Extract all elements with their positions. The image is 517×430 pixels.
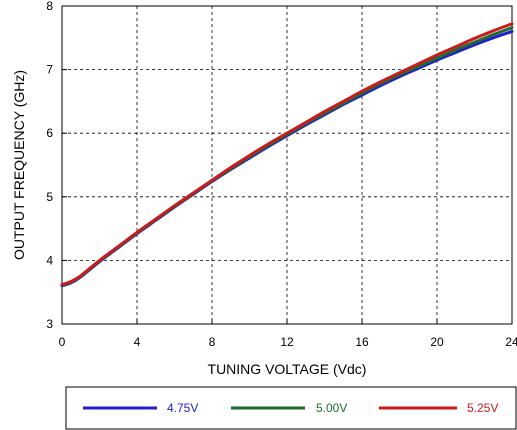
x-tick-label: 20 xyxy=(430,335,444,349)
x-tick-label: 4 xyxy=(134,335,141,349)
y-tick-label: 6 xyxy=(46,126,53,140)
x-tick-label: 16 xyxy=(355,335,369,349)
x-tick-label: 24 xyxy=(505,335,517,349)
y-tick-label: 7 xyxy=(46,63,53,77)
legend-items: 4.75V 5.00V 5.25V xyxy=(83,401,498,415)
y-tick-label: 3 xyxy=(46,317,53,331)
y-tick-label: 4 xyxy=(46,253,53,267)
x-axis-label: TUNING VOLTAGE (Vdc) xyxy=(208,361,367,377)
series-lines xyxy=(60,22,514,288)
x-tick-label: 12 xyxy=(280,335,294,349)
legend-label-1: 4.75V xyxy=(167,401,198,415)
y-axis-label: OUTPUT FREQUENCY (GHz) xyxy=(11,70,27,260)
ticks xyxy=(61,5,513,325)
y-tick-label: 5 xyxy=(46,190,53,204)
legend-label-3: 5.25V xyxy=(467,401,498,415)
y-tick-label: 8 xyxy=(46,0,53,13)
grid-lines xyxy=(62,6,512,324)
x-tick-label: 8 xyxy=(209,335,216,349)
series-line-3 xyxy=(60,22,514,287)
tick-labels: 0 4 8 12 16 20 24 3 4 5 6 7 8 xyxy=(46,0,517,349)
x-tick-label: 0 xyxy=(59,335,66,349)
legend-label-2: 5.00V xyxy=(316,401,347,415)
